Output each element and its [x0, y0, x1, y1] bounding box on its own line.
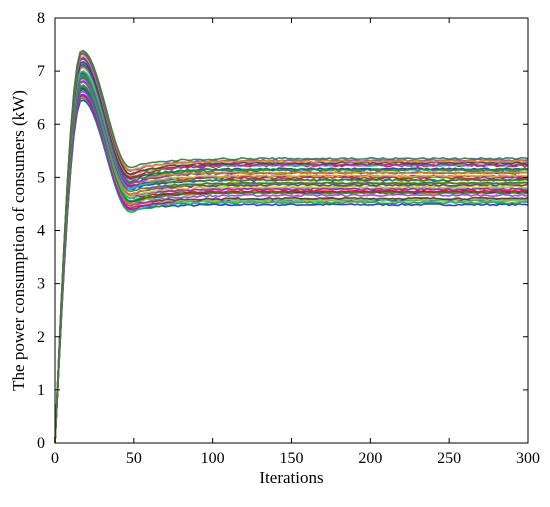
series-line-20	[54, 71, 529, 444]
series-line-11	[54, 85, 529, 444]
series-line-34	[54, 56, 529, 444]
y-tick-label: 0	[37, 435, 45, 452]
series-line-14	[54, 79, 529, 444]
y-tick-label: 2	[37, 329, 45, 346]
series-line-37	[54, 51, 529, 444]
series-line-3	[54, 93, 529, 444]
series-line-9	[54, 84, 529, 444]
series-line-24	[54, 66, 529, 444]
series-line-31	[54, 58, 529, 444]
series-line-36	[54, 52, 529, 444]
series-line-33	[54, 56, 529, 444]
series-line-17	[54, 77, 529, 444]
series-line-27	[54, 64, 529, 444]
series-line-18	[54, 74, 529, 444]
series-line-30	[54, 60, 529, 444]
tick-layer: 0 50 100 150 200 250 300 0 1 2 3 4 5 6 7 8	[37, 10, 540, 467]
series-layer	[54, 49, 529, 444]
x-tick-label: 200	[358, 450, 382, 467]
series-line-6	[54, 88, 529, 444]
y-tick-label: 3	[37, 276, 45, 293]
series-line-16	[54, 76, 529, 444]
series-line-32	[54, 57, 529, 444]
y-axis-title: The power consumption of consumers (kW)	[9, 90, 28, 391]
series-line-25	[54, 66, 529, 444]
series-line-28	[54, 62, 529, 444]
y-tick-label: 8	[37, 10, 45, 27]
series-line-10	[54, 86, 529, 444]
series-line-39	[54, 50, 529, 444]
x-axis-title: Iterations	[259, 468, 323, 487]
series-line-21	[54, 73, 529, 444]
series-line-1	[54, 96, 528, 444]
y-tick-label: 6	[37, 116, 45, 133]
series-line-26	[54, 63, 529, 444]
y-tick-label: 4	[37, 223, 45, 240]
series-line-35	[54, 54, 529, 444]
x-tick-label: 300	[516, 450, 540, 467]
x-tick-label: 50	[126, 450, 142, 467]
series-line-2	[54, 94, 529, 444]
y-tick-label: 7	[37, 63, 45, 80]
x-tick-label: 250	[437, 450, 461, 467]
x-tick-label: 150	[280, 450, 304, 467]
series-line-0	[54, 99, 529, 444]
series-line-5	[54, 90, 528, 444]
series-line-15	[54, 77, 529, 444]
x-tick-label: 100	[201, 450, 225, 467]
series-line-29	[54, 63, 529, 444]
series-line-19	[54, 74, 529, 444]
series-line-38	[54, 49, 529, 444]
series-line-8	[54, 86, 529, 444]
plot-frame	[54, 17, 529, 444]
y-tick-label: 5	[37, 169, 45, 186]
series-line-4	[54, 93, 529, 444]
series-line-7	[54, 90, 529, 444]
series-line-23	[54, 70, 529, 444]
y-tick-label: 1	[37, 382, 45, 399]
series-line-13	[54, 81, 528, 444]
series-line-12	[54, 80, 529, 444]
series-line-22	[54, 70, 529, 444]
x-tick-label: 0	[51, 450, 59, 467]
